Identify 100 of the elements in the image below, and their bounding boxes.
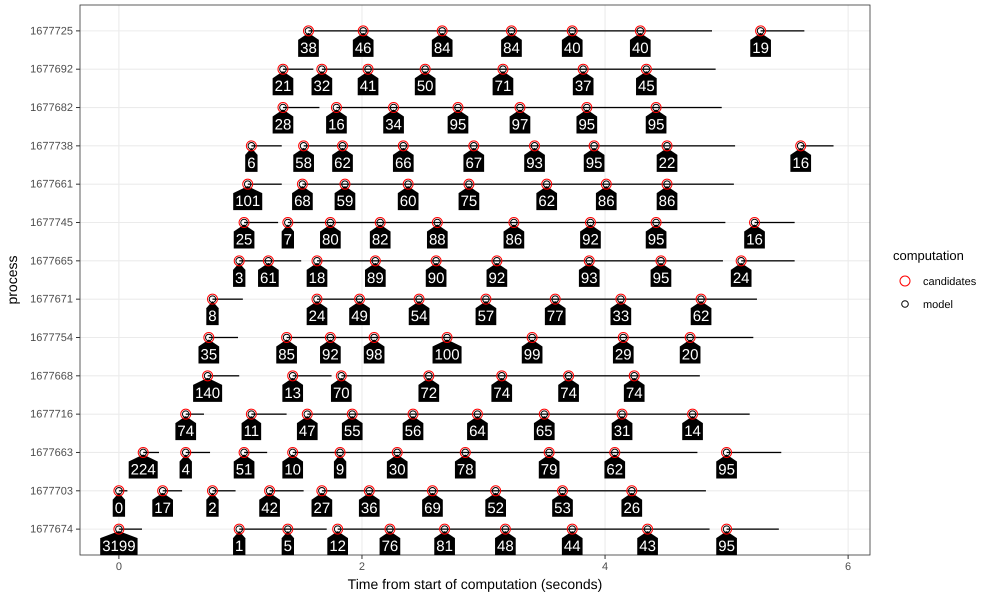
annotation: 88 — [428, 232, 446, 249]
annotation: 224 — [130, 461, 156, 478]
annotation: 22 — [658, 154, 676, 172]
annotation: 40 — [564, 40, 581, 57]
y-tick-label: 1677692 — [30, 64, 73, 76]
annotation: 35 — [200, 346, 218, 364]
annotation: 47 — [298, 423, 316, 440]
annotation: 85 — [278, 346, 295, 364]
annotation: 5 — [284, 538, 292, 556]
annotation: 74 — [493, 384, 510, 402]
annotation: 45 — [638, 78, 655, 96]
y-tick-label: 1677682 — [30, 102, 73, 114]
annotation: 52 — [487, 500, 504, 517]
annotation: 95 — [578, 116, 596, 134]
annotation: 26 — [623, 500, 640, 517]
annotation: 14 — [684, 423, 701, 440]
annotation: 76 — [382, 538, 398, 556]
annotation: 10 — [284, 461, 302, 478]
annotation: 95 — [718, 538, 735, 556]
annotation: 41 — [360, 78, 376, 96]
y-tick-label: 1677745 — [30, 217, 73, 230]
annotation: 19 — [752, 40, 769, 57]
annotation: 42 — [261, 500, 278, 517]
annotation: 53 — [554, 500, 571, 517]
annotation: 24 — [308, 308, 326, 326]
annotation: 95 — [450, 116, 466, 134]
annotation: 50 — [416, 78, 434, 96]
annotation: 92 — [322, 346, 339, 364]
annotation: 78 — [456, 461, 474, 478]
annotation: 56 — [404, 423, 422, 440]
annotation: 95 — [648, 116, 664, 134]
y-tick-label: 1677665 — [30, 255, 73, 268]
annotation: 30 — [388, 461, 406, 478]
legend-label: model — [923, 299, 953, 311]
annotation: 12 — [329, 538, 346, 556]
x-tick-label: 4 — [602, 560, 608, 573]
annotation: 21 — [274, 78, 292, 96]
annotation: 31 — [614, 423, 630, 440]
annotation: 97 — [512, 116, 528, 134]
annotation: 95 — [586, 154, 602, 172]
annotation: 95 — [652, 270, 670, 287]
legend-label: candidates — [923, 276, 977, 288]
annotation: 79 — [540, 461, 558, 478]
annotation: 62 — [334, 154, 351, 172]
annotation: 71 — [494, 78, 512, 96]
annotation: 20 — [682, 346, 698, 364]
annotation: 93 — [526, 154, 543, 172]
annotation: 32 — [314, 78, 330, 96]
annotation: 84 — [434, 40, 451, 57]
annotation: 58 — [295, 154, 312, 172]
annotation: 74 — [626, 384, 643, 402]
annotation: 11 — [244, 423, 260, 440]
annotation: 82 — [372, 232, 389, 249]
annotation: 75 — [460, 193, 478, 210]
annotation: 69 — [424, 500, 441, 517]
annotation: 0 — [114, 500, 124, 517]
annotation: 27 — [314, 500, 330, 517]
annotation: 29 — [614, 346, 632, 364]
x-tick-label: 6 — [845, 560, 852, 573]
annotation: 86 — [658, 193, 676, 210]
annotation: 9 — [336, 461, 344, 478]
annotation: 72 — [420, 384, 438, 402]
annotation: 74 — [177, 423, 194, 440]
annotation: 80 — [322, 232, 339, 249]
annotation: 25 — [236, 232, 252, 249]
y-tick-label: 1677668 — [30, 370, 73, 382]
annotation: 62 — [692, 308, 710, 326]
annotation: 70 — [332, 384, 350, 402]
annotation: 65 — [536, 423, 553, 440]
x-tick-label: 0 — [116, 560, 122, 573]
annotation: 61 — [260, 270, 277, 287]
annotation: 59 — [336, 193, 354, 210]
annotation: 2 — [208, 500, 217, 517]
annotation: 24 — [732, 270, 750, 287]
annotation: 99 — [524, 346, 540, 364]
annotation: 36 — [360, 500, 378, 517]
annotation: 62 — [538, 193, 556, 210]
annotation: 86 — [598, 193, 615, 210]
x-axis-title: Time from start of computation (seconds) — [348, 576, 602, 592]
annotation: 66 — [394, 154, 412, 172]
annotation: 95 — [648, 232, 664, 249]
annotation: 93 — [580, 270, 598, 287]
annotation: 18 — [308, 270, 326, 287]
y-axis-title: process — [4, 255, 20, 305]
annotation: 48 — [497, 538, 514, 556]
annotation: 60 — [400, 193, 416, 210]
annotation: 43 — [639, 538, 656, 556]
annotation: 55 — [344, 423, 361, 440]
y-tick-label: 1677671 — [30, 294, 73, 306]
annotation: 67 — [465, 154, 482, 172]
annotation: 81 — [436, 538, 453, 556]
annotation: 34 — [385, 116, 402, 134]
y-tick-label: 1677725 — [30, 25, 73, 38]
annotation: 16 — [746, 232, 763, 249]
y-tick-label: 1677674 — [30, 524, 73, 536]
y-tick-label: 1677754 — [30, 332, 73, 344]
annotation: 77 — [546, 308, 564, 326]
annotation: 90 — [428, 270, 444, 287]
annotation: 16 — [328, 116, 345, 134]
annotation: 46 — [354, 40, 372, 57]
